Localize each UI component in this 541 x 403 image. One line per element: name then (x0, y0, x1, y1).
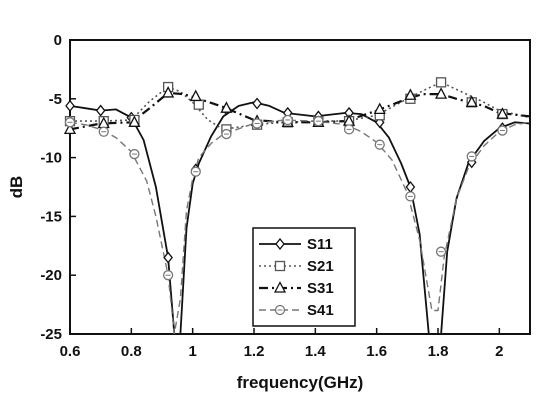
data-point-s31 (220, 101, 233, 113)
x-tick-label: 1 (188, 343, 196, 360)
data-point-s21 (193, 99, 204, 110)
tick-labels: 0.6 0.8 1 1.2 1.4 1.6 1.8 2 0 -5 -10 -15 -20 -25 (40, 32, 503, 360)
data-point-s31 (63, 122, 77, 135)
legend-marker-s21 (274, 260, 286, 272)
data-point-s11 (252, 97, 262, 110)
data-point-s31 (465, 95, 478, 107)
data-point-s11 (163, 251, 173, 264)
data-point-s31 (162, 86, 175, 98)
y-tick-label: -5 (49, 91, 62, 108)
marker-layer (63, 77, 509, 281)
data-point-s31 (404, 88, 417, 100)
legend-label-s31: S31 (307, 280, 334, 297)
x-tick-label: 1.8 (428, 343, 449, 360)
x-tick-label: 1.2 (244, 343, 265, 360)
data-point-s31 (496, 107, 509, 119)
series-line-s11 (70, 101, 530, 334)
y-axis-label: dB (7, 176, 26, 199)
x-tick-label: 1.6 (366, 343, 387, 360)
axes (69, 39, 531, 335)
data-point-s11 (405, 180, 416, 194)
data-point-s11 (95, 104, 106, 117)
data-point-s31 (373, 102, 386, 115)
x-tick-label: 0.6 (60, 343, 81, 360)
legend-marker-s31 (273, 281, 287, 293)
x-tick-label: 0.8 (121, 343, 142, 360)
plot-frame (69, 39, 531, 335)
y-tick-label: -20 (40, 267, 62, 284)
legend-box (252, 227, 356, 327)
series-line-s31 (70, 91, 530, 131)
legend-label-s21: S21 (307, 258, 334, 275)
legend-marker-s11 (275, 237, 285, 251)
y-tick-label: -25 (40, 326, 62, 343)
y-tick-label: -15 (40, 208, 62, 225)
data-point-s31 (189, 89, 202, 102)
legend-label-s41: S41 (307, 302, 334, 319)
series-line-s41 (70, 119, 530, 334)
y-tick-label: 0 (54, 32, 62, 49)
x-tick-label: 1.4 (305, 343, 327, 360)
data-point-s11 (65, 99, 75, 112)
x-axis-label: frequency(GHz) (237, 373, 364, 392)
data-point-s31 (128, 115, 141, 127)
legend: S11 S21 S31 S41 (252, 227, 356, 327)
data-point-s21 (435, 77, 447, 88)
series-layer (70, 81, 530, 334)
series-line-s21 (70, 81, 530, 131)
y-tick-label: -10 (40, 150, 62, 167)
data-point-s31 (434, 87, 448, 99)
legend-label-s11: S11 (307, 236, 333, 253)
x-tick-label: 2 (495, 343, 503, 360)
